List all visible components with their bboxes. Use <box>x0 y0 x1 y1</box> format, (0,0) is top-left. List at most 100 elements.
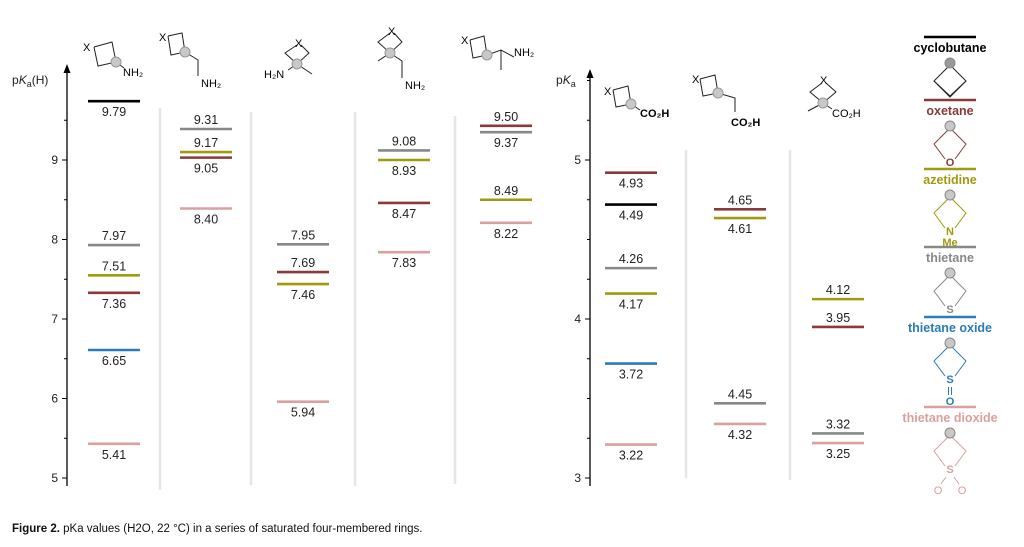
level-value-label: 8.22 <box>494 227 518 241</box>
structure-amine-5 <box>469 35 515 70</box>
amine-group-label: NH₂ <box>514 47 534 59</box>
attachment-point-icon <box>944 427 956 439</box>
y-axis-label: pKa <box>556 73 576 89</box>
ring-atom-label: X <box>604 86 612 98</box>
level-value-label: 6.65 <box>102 354 126 368</box>
column-2: 4.65 4.61 4.45 4.32 <box>714 193 766 442</box>
level-value-label: 4.12 <box>826 283 850 297</box>
level-value-label: 9.05 <box>194 162 218 176</box>
amine-group-label: NH₂ <box>405 80 425 92</box>
level-value-label: 5.94 <box>291 406 315 420</box>
amine-group-label: H₂N <box>264 69 284 81</box>
legend-label: azetidine <box>923 173 977 187</box>
level-value-label: 4.93 <box>619 177 643 191</box>
panel-1: pKa(H)567899.797.977.517.366.655.419.319… <box>12 64 532 490</box>
oxo-label: O <box>934 485 943 497</box>
attachment-point-icon <box>944 57 956 69</box>
legend-label: thietane dioxide <box>902 411 997 425</box>
y-tick-label: 8 <box>51 233 58 247</box>
heteroatom-label: S <box>946 304 953 316</box>
structure-amine-4 <box>377 32 403 78</box>
figure-caption: Figure 2. pKa values (H2O, 22 °C) in a s… <box>12 523 422 535</box>
oxo-label: O <box>946 396 955 408</box>
level-value-label: 3.72 <box>619 368 643 382</box>
legend-label: oxetane <box>926 104 973 118</box>
level-value-label: 9.31 <box>194 113 218 127</box>
structure-amine-1 <box>93 41 125 69</box>
level-value-label: 7.97 <box>102 229 126 243</box>
level-value-label: 9.79 <box>102 105 126 119</box>
column-5: 9.50 9.37 8.49 8.22 <box>480 110 532 241</box>
level-value-label: 8.40 <box>194 212 218 226</box>
ring-bond <box>949 64 967 97</box>
legend-item-cyclobutane: cyclobutane <box>914 35 987 98</box>
level-value-label: 8.49 <box>494 184 518 198</box>
level-value-label: 3.25 <box>826 447 850 461</box>
legend-label: thietane <box>926 251 974 265</box>
ring-atom-label: X <box>159 32 167 44</box>
level-value-label: 4.45 <box>728 387 752 401</box>
level-value-label: 9.08 <box>392 134 416 148</box>
ring-bond <box>933 274 951 307</box>
ring-bond <box>949 344 967 377</box>
ring-bond <box>933 434 951 467</box>
structure-acid-1 <box>612 85 641 111</box>
level-value-label: 7.51 <box>102 259 126 273</box>
heteroatom-label: S <box>946 464 953 476</box>
y-tick-label: 6 <box>51 392 58 406</box>
level-value-label: 4.49 <box>619 209 643 223</box>
heteroatom-label: S <box>946 374 953 386</box>
double-bond <box>940 476 947 485</box>
column-1: 4.93 4.49 4.26 4.17 3.72 3.22 <box>605 171 657 463</box>
structure-amine-3 <box>284 44 313 75</box>
level-value-label: 3.22 <box>619 449 643 463</box>
level-value-label: 4.26 <box>619 252 643 266</box>
heteroatom-label: O <box>946 157 955 169</box>
attachment-point-icon <box>944 189 956 201</box>
level-value-label: 7.83 <box>392 256 416 270</box>
ring-bond <box>933 127 951 160</box>
ring-atom-label: X <box>692 74 700 86</box>
acid-group-label: CO₂H <box>640 108 669 120</box>
ring-bond <box>949 434 967 467</box>
y-tick-label: 9 <box>51 153 58 167</box>
legend-item-thietane-dioxide: thietane dioxide SO O <box>902 405 998 497</box>
column-1: 9.79 7.97 7.51 7.36 6.65 5.41 <box>88 99 140 462</box>
ring-bond <box>933 80 967 98</box>
ring-bond <box>949 196 967 229</box>
ring-atom-label: X <box>83 42 91 54</box>
attachment-point-icon <box>944 337 956 349</box>
y-axis-label: pKa(H) <box>12 73 48 89</box>
acid-group-label: CO₂H <box>832 108 861 120</box>
level-value-label: 9.17 <box>194 136 218 150</box>
ring-bond <box>949 274 967 307</box>
ring-bond <box>933 344 951 377</box>
level-value-label: 4.65 <box>728 193 752 207</box>
heteroatom-label: N <box>946 226 954 238</box>
level-value-label: 9.37 <box>494 136 518 150</box>
ring-atom-label: X <box>820 75 828 87</box>
caption-label: Figure 2. <box>12 523 60 535</box>
level-value-label: 4.32 <box>728 428 752 442</box>
level-value-label: 7.69 <box>291 256 315 270</box>
y-tick-label: 3 <box>574 471 581 485</box>
legend: cyclobutaneoxetaneOazetidineNMethietaneS… <box>902 35 998 497</box>
axis-arrow-icon <box>586 69 594 78</box>
double-bond <box>953 476 960 485</box>
y-tick-label: 5 <box>574 153 581 167</box>
legend-item-thietane-oxide: thietane oxide SO <box>908 315 992 408</box>
ring-atom-label: X <box>388 26 396 38</box>
ring-bond <box>949 127 967 160</box>
amine-group-label: NH₂ <box>201 78 221 90</box>
acid-group-label: CO₂H <box>731 117 760 129</box>
level-value-label: 8.47 <box>392 207 416 221</box>
column-3: 7.95 7.69 7.46 5.94 <box>277 228 329 420</box>
level-value-label: 4.17 <box>619 298 643 312</box>
level-value-label: 3.95 <box>826 311 850 325</box>
amine-group-label: NH₂ <box>123 67 143 79</box>
column-3: 4.12 3.95 3.32 3.25 <box>812 283 864 461</box>
level-value-label: 7.36 <box>102 297 126 311</box>
oxo-label: O <box>958 485 967 497</box>
legend-label: cyclobutane <box>914 41 987 55</box>
